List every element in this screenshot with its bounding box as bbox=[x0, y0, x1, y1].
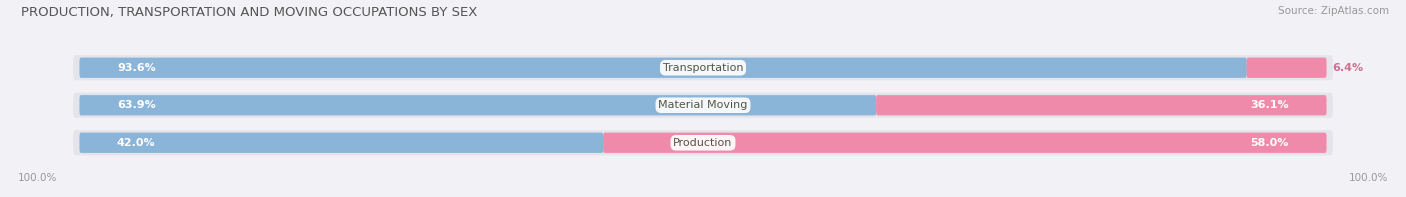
FancyBboxPatch shape bbox=[1247, 58, 1326, 78]
Text: 36.1%: 36.1% bbox=[1250, 100, 1289, 110]
Text: 63.9%: 63.9% bbox=[117, 100, 156, 110]
Text: 6.4%: 6.4% bbox=[1333, 63, 1364, 73]
FancyBboxPatch shape bbox=[876, 95, 1326, 115]
Text: 42.0%: 42.0% bbox=[117, 138, 156, 148]
Text: 100.0%: 100.0% bbox=[18, 173, 58, 183]
Text: Transportation: Transportation bbox=[662, 63, 744, 73]
Text: PRODUCTION, TRANSPORTATION AND MOVING OCCUPATIONS BY SEX: PRODUCTION, TRANSPORTATION AND MOVING OC… bbox=[21, 6, 478, 19]
FancyBboxPatch shape bbox=[80, 58, 1247, 78]
Text: Material Moving: Material Moving bbox=[658, 100, 748, 110]
FancyBboxPatch shape bbox=[73, 55, 1333, 80]
Text: 100.0%: 100.0% bbox=[1348, 173, 1388, 183]
FancyBboxPatch shape bbox=[73, 93, 1333, 118]
FancyBboxPatch shape bbox=[73, 130, 1333, 155]
FancyBboxPatch shape bbox=[603, 133, 1326, 153]
Text: 93.6%: 93.6% bbox=[117, 63, 156, 73]
FancyBboxPatch shape bbox=[80, 133, 603, 153]
FancyBboxPatch shape bbox=[80, 95, 876, 115]
Text: Source: ZipAtlas.com: Source: ZipAtlas.com bbox=[1278, 6, 1389, 16]
Text: 58.0%: 58.0% bbox=[1250, 138, 1289, 148]
Text: Production: Production bbox=[673, 138, 733, 148]
